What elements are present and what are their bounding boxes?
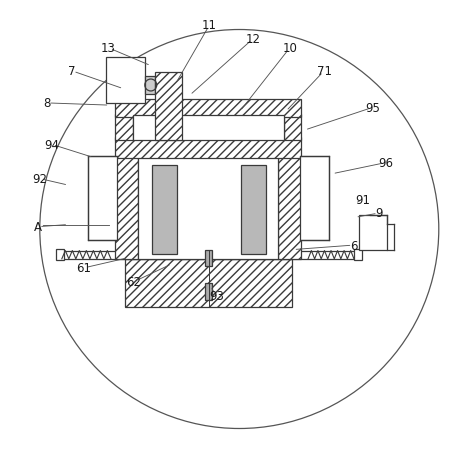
Bar	[106, 58, 145, 104]
Text: 95: 95	[365, 102, 380, 115]
Bar	[116, 156, 138, 259]
Text: 61: 61	[76, 262, 91, 275]
Text: 96: 96	[379, 157, 393, 170]
Bar	[145, 77, 155, 95]
Text: A: A	[34, 221, 42, 234]
Text: 7: 7	[68, 65, 76, 78]
Bar	[358, 216, 387, 250]
Bar	[125, 259, 292, 307]
Text: 12: 12	[246, 33, 261, 46]
Text: 94: 94	[44, 138, 59, 151]
Bar	[354, 249, 362, 261]
Text: 62: 62	[126, 276, 141, 289]
Bar	[116, 100, 301, 118]
Text: 10: 10	[283, 42, 297, 55]
Bar	[205, 250, 212, 266]
Bar	[241, 165, 266, 255]
Bar	[205, 283, 212, 301]
Bar	[133, 116, 284, 140]
Text: 9: 9	[375, 207, 383, 220]
Text: 92: 92	[32, 173, 47, 185]
Bar	[155, 73, 182, 140]
Bar	[284, 115, 301, 140]
Text: 6: 6	[350, 239, 358, 252]
Bar	[278, 156, 301, 259]
Text: 93: 93	[209, 289, 224, 302]
Bar	[60, 251, 361, 259]
Text: 13: 13	[101, 42, 116, 55]
Bar	[152, 165, 177, 255]
Bar	[301, 156, 329, 241]
Text: 91: 91	[356, 193, 371, 206]
Text: 71: 71	[317, 65, 332, 78]
Text: 11: 11	[202, 19, 217, 32]
Bar	[116, 138, 301, 158]
Bar	[88, 156, 117, 241]
Bar	[116, 115, 133, 140]
Bar	[56, 249, 64, 261]
Text: 8: 8	[43, 97, 50, 110]
Bar	[138, 156, 278, 259]
